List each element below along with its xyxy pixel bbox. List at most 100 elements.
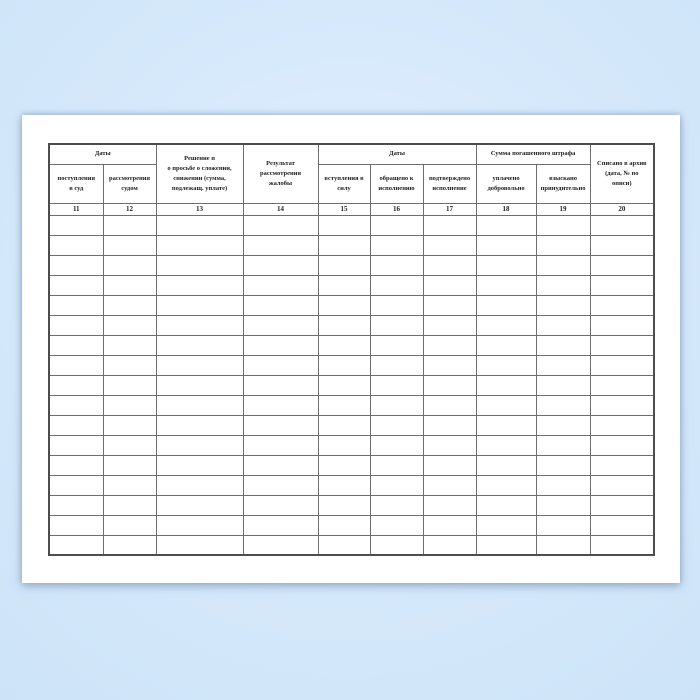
empty-cell [48, 214, 104, 236]
empty-cell [475, 234, 537, 256]
empty-cell [589, 414, 655, 436]
empty-cell [369, 254, 424, 276]
subheader-paid-voluntarily: уплачено добровольно [475, 163, 537, 204]
empty-cell [102, 254, 157, 276]
empty-cell [242, 354, 319, 376]
empty-cell [589, 494, 655, 516]
empty-cell [48, 234, 104, 256]
empty-cell [535, 434, 591, 456]
empty-cell [535, 414, 591, 436]
header-group-dates-right: Даты [317, 143, 477, 165]
table-row [48, 394, 655, 416]
subheader-turned-execution: обращено к исполнению [369, 163, 424, 204]
empty-cell [475, 314, 537, 336]
header-sub-row: поступления в суд рассмотрения судом вст… [48, 163, 654, 204]
empty-cell [475, 354, 537, 376]
empty-cell [48, 254, 104, 276]
empty-cell [475, 294, 537, 316]
column-number-16: 16 [369, 202, 424, 216]
subheader-execution-confirmed: подтверждено исполнение [422, 163, 477, 204]
empty-cell [535, 294, 591, 316]
empty-cell [535, 354, 591, 376]
empty-cell [589, 434, 655, 456]
empty-cell [535, 474, 591, 496]
empty-cell [535, 234, 591, 256]
empty-cell [422, 474, 477, 496]
empty-cell [242, 394, 319, 416]
empty-cell [369, 474, 424, 496]
empty-cell [317, 474, 371, 496]
empty-cell [102, 434, 157, 456]
empty-cell [369, 354, 424, 376]
subheader-entry-force: вступления в силу [317, 163, 371, 204]
empty-cell [317, 214, 371, 236]
empty-cell [317, 234, 371, 256]
empty-cell [317, 374, 371, 396]
empty-cell [242, 254, 319, 276]
empty-cell [422, 454, 477, 476]
empty-cell [369, 514, 424, 536]
empty-cell [369, 234, 424, 256]
empty-cell [155, 334, 244, 356]
empty-cell [535, 274, 591, 296]
empty-cell [242, 514, 319, 536]
empty-cell [317, 294, 371, 316]
empty-cell [48, 314, 104, 336]
empty-cell [369, 334, 424, 356]
empty-cell [48, 294, 104, 316]
empty-cell [102, 214, 157, 236]
empty-cell [317, 334, 371, 356]
empty-cell [48, 414, 104, 436]
empty-cell [475, 414, 537, 436]
paper-sheet: Даты Решение п о просьбе о сложении, сни… [22, 115, 680, 583]
empty-cell [317, 494, 371, 516]
empty-cell [369, 414, 424, 436]
empty-cell [422, 274, 477, 296]
empty-cell [242, 234, 319, 256]
empty-cell [369, 214, 424, 236]
table-row [48, 534, 655, 556]
empty-cell [48, 514, 104, 536]
column-number-17: 17 [422, 202, 477, 216]
header-decision: Решение п о просьбе о сложении, снижении… [155, 143, 244, 204]
empty-cell [589, 334, 655, 356]
empty-cell [475, 254, 537, 276]
table-body [48, 214, 655, 556]
empty-cell [589, 374, 655, 396]
empty-cell [422, 534, 477, 556]
empty-cell [317, 534, 371, 556]
empty-cell [48, 334, 104, 356]
empty-cell [317, 314, 371, 336]
empty-cell [589, 474, 655, 496]
empty-cell [422, 254, 477, 276]
empty-cell [422, 334, 477, 356]
header-complaint-result: Результат рассмотрения жалобы [242, 143, 319, 204]
empty-cell [589, 234, 655, 256]
empty-cell [155, 354, 244, 376]
empty-cell [589, 254, 655, 276]
header-archive: Списано в архив (дата, № по описи) [589, 143, 655, 204]
empty-cell [242, 414, 319, 436]
table-row [48, 314, 655, 336]
empty-cell [155, 434, 244, 456]
ledger-table: Даты Решение п о просьбе о сложении, сни… [48, 143, 656, 556]
empty-cell [475, 394, 537, 416]
empty-cell [102, 414, 157, 436]
empty-cell [242, 474, 319, 496]
empty-cell [422, 414, 477, 436]
subheader-collected-forcibly: взыскано принудительно [535, 163, 591, 204]
empty-cell [317, 414, 371, 436]
table-row [48, 434, 655, 456]
empty-cell [102, 354, 157, 376]
empty-cell [535, 334, 591, 356]
empty-cell [535, 214, 591, 236]
empty-cell [422, 434, 477, 456]
empty-cell [155, 534, 244, 556]
empty-cell [535, 394, 591, 416]
empty-cell [155, 254, 244, 276]
table-row [48, 234, 655, 256]
empty-cell [422, 314, 477, 336]
empty-cell [422, 294, 477, 316]
empty-cell [155, 474, 244, 496]
